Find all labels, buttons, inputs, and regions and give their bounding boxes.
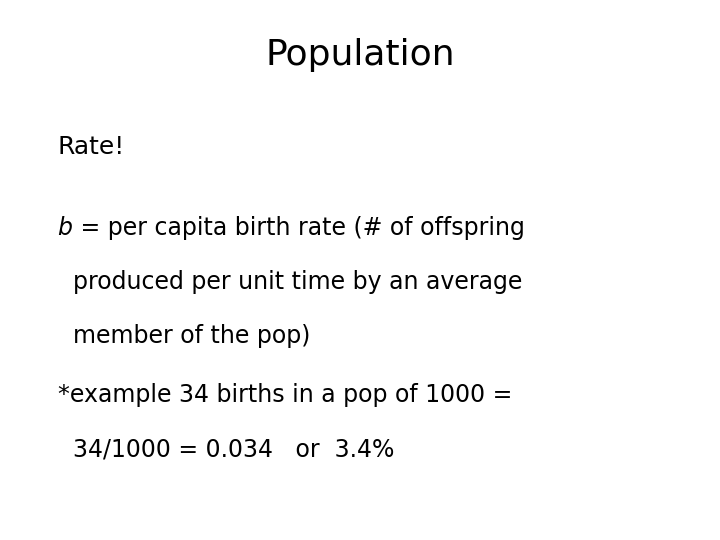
- Text: *example 34 births in a pop of 1000 =: *example 34 births in a pop of 1000 =: [58, 383, 512, 407]
- Text: member of the pop): member of the pop): [58, 324, 310, 348]
- Text: 34/1000 = 0.034   or  3.4%: 34/1000 = 0.034 or 3.4%: [58, 437, 394, 461]
- Text: b: b: [58, 216, 73, 240]
- Text: = per capita birth rate (# of offspring: = per capita birth rate (# of offspring: [73, 216, 526, 240]
- Text: produced per unit time by an average: produced per unit time by an average: [58, 270, 522, 294]
- Text: Rate!: Rate!: [58, 135, 125, 159]
- Text: Population: Population: [265, 38, 455, 72]
